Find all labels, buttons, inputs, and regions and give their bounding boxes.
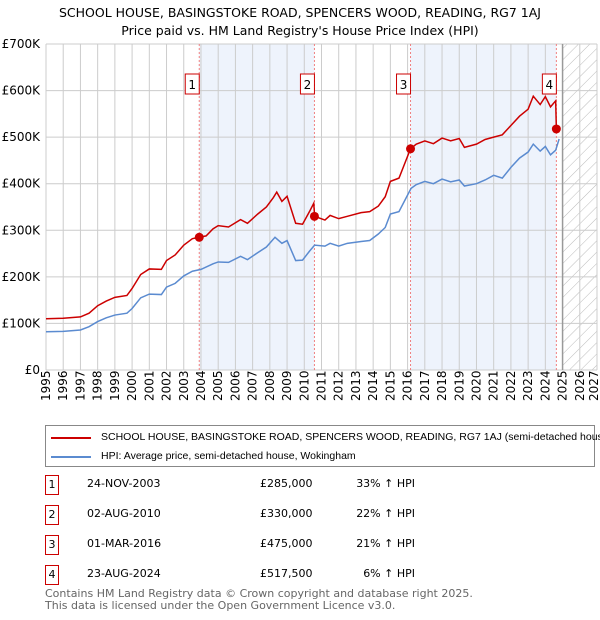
x-tick-label: 2009 [280, 370, 294, 401]
y-tick-label: £100K [2, 316, 42, 330]
y-tick-label: £600K [2, 84, 42, 98]
chart-svg: 1995 1996 1997 1998 1999 2000 2001 2002 2003 2004… [2, 37, 600, 401]
legend-label: HPI: Average price, semi-detached house,… [101, 450, 356, 462]
series-line-property [45, 94, 560, 320]
y-tick-label: £200K [2, 270, 42, 284]
sale-label-number: 4 [546, 78, 554, 92]
x-tick-label: 2020 [469, 370, 483, 401]
y-tick-label: £400K [2, 177, 42, 191]
sale-point [194, 232, 204, 242]
sale-date: 02-AUG-2010 [87, 507, 161, 520]
legend-label: SCHOOL HOUSE, BASINGSTOKE ROAD, SPENCERS… [101, 431, 600, 443]
x-tick-label: 2019 [452, 370, 466, 401]
chart-title: SCHOOL HOUSE, BASINGSTOKE ROAD, SPENCERS… [0, 4, 600, 40]
sale-point [551, 124, 561, 134]
x-tick-label: 1999 [108, 370, 122, 401]
sale-marker: 4 [45, 565, 59, 585]
x-tick-label: 2005 [211, 370, 225, 401]
x-tick-label: 2008 [263, 370, 277, 401]
y-tick-label: £700K [2, 37, 42, 51]
shade-region [410, 44, 557, 370]
x-tick-label: 1996 [56, 370, 70, 401]
subtitle-line: Price paid vs. HM Land Registry's House … [121, 23, 479, 38]
sale-date: 01-MAR-2016 [87, 537, 162, 550]
footer-line: Contains HM Land Registry data © Crown c… [45, 587, 473, 600]
sale-label-box [541, 73, 557, 95]
series-line-hpi [45, 138, 560, 333]
x-tick-label: 2001 [142, 370, 156, 401]
x-tick-label: 2006 [228, 370, 242, 401]
sale-label-number: 1 [188, 78, 196, 92]
x-tick-label: 2014 [366, 370, 380, 401]
x-tick-label: 2022 [504, 370, 518, 401]
x-tick-label: 2018 [435, 370, 449, 401]
sale-label-box [396, 73, 412, 95]
sale-hpi: 6% ↑ HPI [363, 567, 415, 580]
x-tick-label: 1998 [91, 370, 105, 401]
sale-price: £475,000 [260, 537, 313, 550]
sale-marker: 3 [45, 535, 59, 555]
sale-row: 1 24-NOV-2003 £285,000 33% ↑ HPI [45, 475, 545, 495]
sale-row: 3 01-MAR-2016 £475,000 21% ↑ HPI [45, 535, 545, 555]
x-tick-label: 2021 [487, 370, 501, 401]
x-tick-label: 1997 [73, 370, 87, 401]
sale-price: £285,000 [260, 477, 313, 490]
sale-hpi: 21% ↑ HPI [356, 537, 415, 550]
sale-row: 2 02-AUG-2010 £330,000 22% ↑ HPI [45, 505, 545, 525]
sale-marker: 2 [45, 505, 59, 525]
x-tick-label: 2015 [383, 370, 397, 401]
sale-price: £517,500 [260, 567, 313, 580]
footer-line: This data is licensed under the Open Gov… [45, 598, 396, 612]
x-tick-label: 2017 [418, 370, 432, 401]
x-tick-label: 2004 [194, 370, 208, 401]
y-tick-label: £0 [25, 363, 40, 377]
sale-row: 4 23-AUG-2024 £517,500 6% ↑ HPI [45, 565, 545, 585]
x-tick-label: 2027 [587, 370, 600, 401]
sale-point [309, 211, 319, 221]
sale-point [406, 144, 416, 154]
sale-label-number: 2 [304, 78, 312, 92]
sale-date: 23-AUG-2024 [87, 567, 161, 580]
x-tick-label: 2010 [297, 370, 311, 401]
x-tick-label: 2023 [521, 370, 535, 401]
sale-hpi: 33% ↑ HPI [356, 477, 415, 490]
sale-marker: 1 [45, 475, 59, 495]
sale-hpi: 22% ↑ HPI [356, 507, 415, 520]
legend: SCHOOL HOUSE, BASINGSTOKE ROAD, SPENCERS… [45, 425, 600, 467]
x-tick-label: 2000 [125, 370, 139, 401]
x-tick-label: 2025 [556, 370, 570, 401]
legend-swatch-blue [51, 456, 91, 458]
y-tick-label: £300K [2, 223, 42, 237]
sale-price: £330,000 [260, 507, 313, 520]
y-tick-label: £500K [2, 130, 42, 144]
sale-label-box [299, 73, 315, 95]
title-line: SCHOOL HOUSE, BASINGSTOKE ROAD, SPENCERS… [58, 5, 541, 20]
x-tick-label: 2026 [573, 370, 587, 401]
x-tick-label: 2003 [177, 370, 191, 401]
sale-label-box [184, 73, 200, 95]
x-tick-label: 2013 [349, 370, 363, 401]
x-tick-label: 2007 [246, 370, 260, 401]
legend-swatch-red [51, 437, 91, 439]
x-tick-label: 1995 [39, 370, 53, 401]
x-tick-label: 2016 [401, 370, 415, 401]
sale-date: 24-NOV-2003 [87, 477, 161, 490]
footer: Contains HM Land Registry data © Crown c… [45, 588, 585, 611]
x-tick-label: 2012 [332, 370, 346, 401]
sale-label-number: 3 [400, 78, 408, 92]
x-tick-label: 2024 [538, 370, 552, 401]
shade-region [199, 44, 315, 370]
x-tick-label: 2011 [315, 370, 329, 401]
x-tick-label: 2002 [160, 370, 174, 401]
